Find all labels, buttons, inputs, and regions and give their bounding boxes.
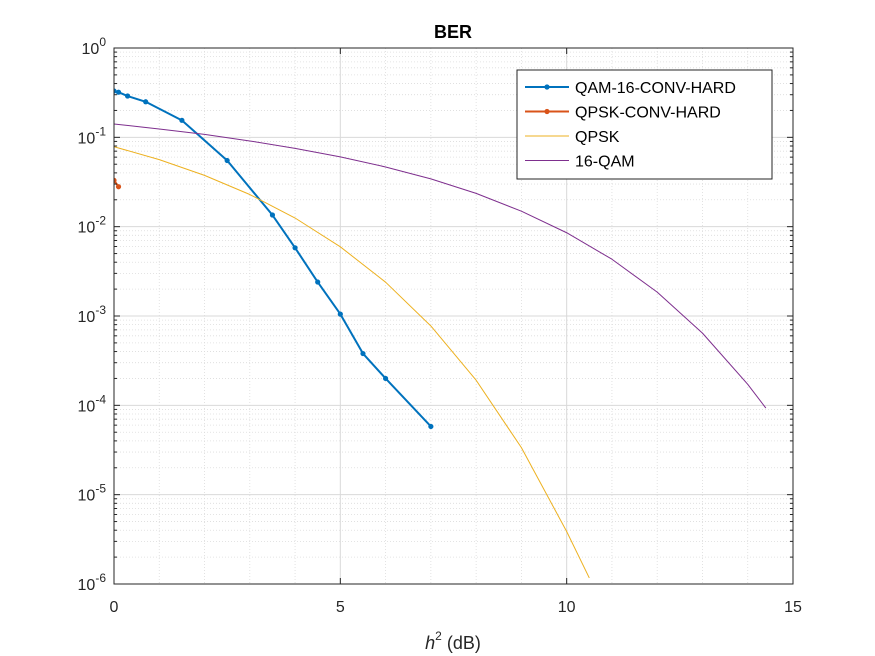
series-group bbox=[114, 88, 767, 579]
data-point bbox=[292, 245, 298, 251]
y-tick-exponent: -6 bbox=[95, 571, 106, 585]
x-tick-label: 5 bbox=[336, 599, 345, 616]
y-tick-exponent: -4 bbox=[95, 392, 106, 406]
y-tick-exponent: -5 bbox=[95, 482, 106, 496]
y-tick-base: 10 bbox=[78, 220, 96, 237]
x-axis-label-base: h bbox=[425, 633, 435, 653]
y-tick-base: 10 bbox=[78, 130, 96, 147]
y-tick-base: 10 bbox=[78, 577, 96, 594]
y-tick-exponent: -3 bbox=[95, 303, 106, 317]
y-tick-label: 10-6 bbox=[78, 571, 107, 594]
data-point bbox=[360, 350, 366, 357]
legend-label: QPSK-CONV-HARD bbox=[575, 105, 721, 122]
data-point bbox=[115, 89, 122, 95]
data-point bbox=[269, 212, 276, 218]
y-tick-label: 10-4 bbox=[78, 392, 107, 415]
y-tick-base: 10 bbox=[78, 488, 96, 505]
data-point bbox=[383, 375, 389, 382]
y-tick-label: 10-2 bbox=[78, 214, 107, 237]
series-qam-16-conv-hard bbox=[114, 88, 434, 430]
data-point bbox=[143, 99, 149, 105]
data-point bbox=[224, 157, 230, 164]
x-axis-label-rest: (dB) bbox=[442, 633, 481, 653]
data-point bbox=[124, 93, 131, 99]
y-tick-base: 10 bbox=[78, 398, 96, 415]
data-point bbox=[315, 279, 321, 285]
y-tick-exponent: 0 bbox=[99, 35, 106, 49]
x-axis-label: h2 (dB) bbox=[425, 629, 481, 653]
series-16-qam bbox=[114, 123, 767, 409]
series-line bbox=[114, 146, 590, 579]
y-tick-base: 10 bbox=[82, 41, 100, 58]
legend-marker bbox=[544, 84, 550, 90]
legend-marker bbox=[544, 108, 550, 115]
x-tick-label: 0 bbox=[110, 599, 119, 616]
y-tick-exponent: -1 bbox=[95, 124, 106, 138]
y-tick-label: 100 bbox=[82, 35, 107, 58]
x-tick-label: 10 bbox=[558, 599, 576, 616]
series-qpsk-conv-hard bbox=[114, 177, 122, 190]
x-axis-label-sup: 2 bbox=[435, 629, 442, 643]
tick-marks bbox=[113, 47, 794, 585]
data-point bbox=[179, 117, 185, 123]
series-qpsk bbox=[114, 146, 590, 579]
y-tick-label: 10-5 bbox=[78, 482, 107, 505]
data-point bbox=[428, 423, 434, 430]
legend-label: QAM-16-CONV-HARD bbox=[575, 80, 736, 97]
data-point bbox=[115, 184, 122, 190]
legend-label: 16-QAM bbox=[575, 154, 635, 171]
y-tick-label: 10-1 bbox=[78, 124, 107, 147]
y-tick-label: 10-3 bbox=[78, 303, 107, 326]
chart-title: BER bbox=[434, 22, 472, 42]
x-tick-label: 15 bbox=[784, 599, 802, 616]
series-line bbox=[114, 123, 767, 409]
legend-label: QPSK bbox=[575, 129, 620, 146]
grid bbox=[113, 47, 794, 585]
y-tick-exponent: -2 bbox=[95, 214, 106, 228]
data-point bbox=[337, 311, 343, 317]
data-point bbox=[114, 177, 117, 183]
y-tick-base: 10 bbox=[78, 309, 96, 326]
legend: QAM-16-CONV-HARD QPSK-CONV-HARD QPSK 16-QAM bbox=[516, 69, 773, 180]
